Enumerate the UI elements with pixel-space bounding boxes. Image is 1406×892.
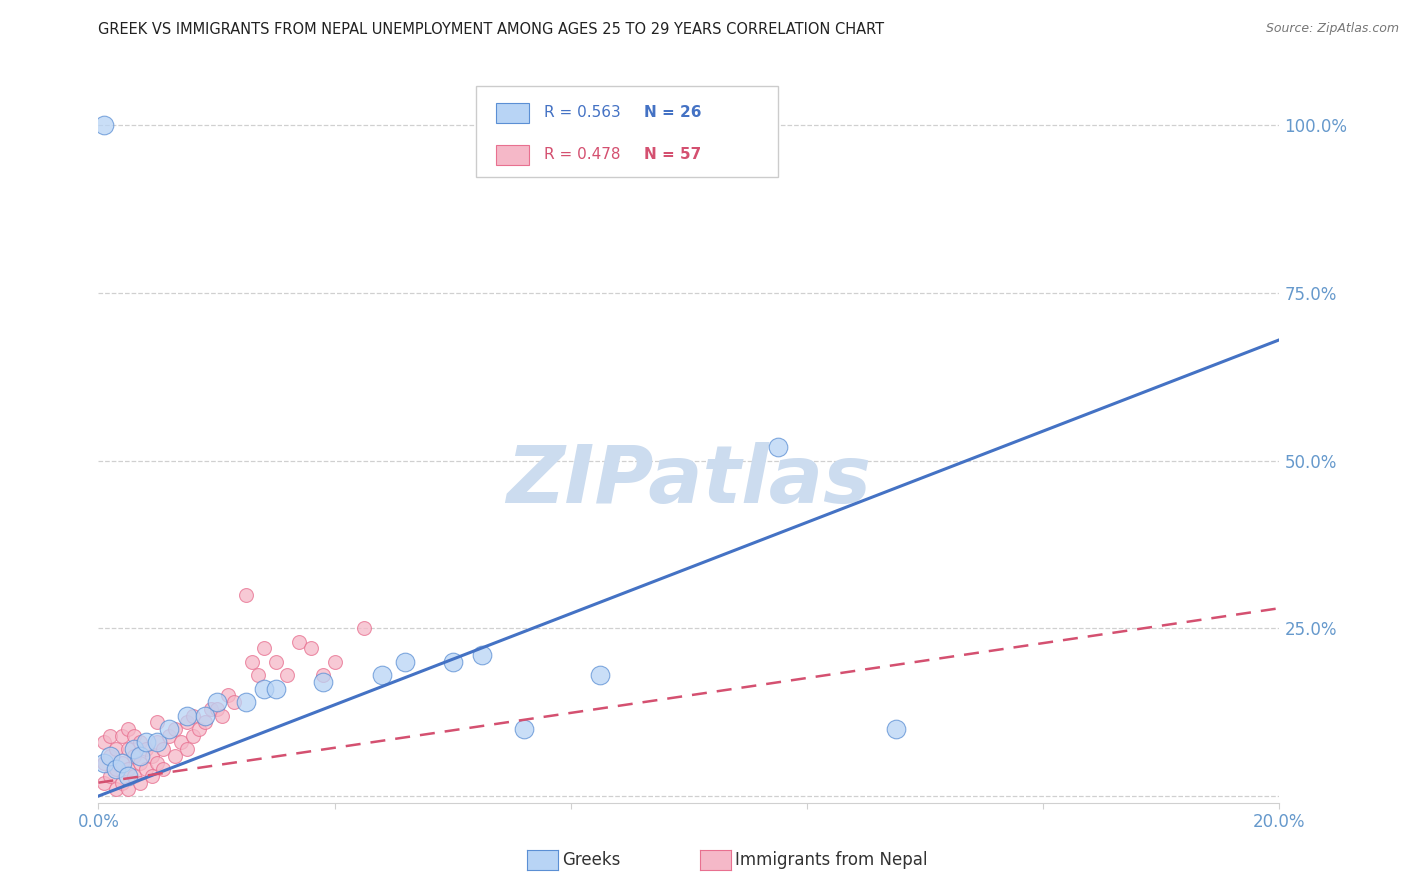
Point xyxy=(299,641,322,656)
Point xyxy=(235,695,257,709)
Point xyxy=(98,748,121,763)
Point xyxy=(111,775,134,789)
Point xyxy=(353,621,375,635)
Point xyxy=(117,742,139,756)
Point xyxy=(146,756,169,770)
Point xyxy=(117,762,139,776)
Point xyxy=(194,715,217,730)
Point xyxy=(128,756,150,770)
Text: Greeks: Greeks xyxy=(562,851,621,869)
Point xyxy=(141,769,163,783)
Point xyxy=(884,722,907,736)
Point xyxy=(441,655,464,669)
Point xyxy=(111,756,134,770)
Point xyxy=(264,681,287,696)
Point xyxy=(105,742,128,756)
Point xyxy=(128,735,150,749)
Point xyxy=(264,655,287,669)
Point xyxy=(93,756,115,770)
Point xyxy=(176,715,198,730)
Point xyxy=(135,735,157,749)
Text: N = 57: N = 57 xyxy=(644,147,702,162)
Point xyxy=(152,742,174,756)
Point xyxy=(276,668,298,682)
FancyBboxPatch shape xyxy=(477,86,778,178)
Point xyxy=(105,762,128,776)
Text: N = 26: N = 26 xyxy=(644,105,702,120)
Point xyxy=(105,782,128,797)
Point xyxy=(122,742,145,756)
Point xyxy=(240,655,263,669)
Point xyxy=(200,702,222,716)
Point xyxy=(146,735,169,749)
Point xyxy=(122,769,145,783)
Point xyxy=(135,762,157,776)
Text: Immigrants from Nepal: Immigrants from Nepal xyxy=(735,851,928,869)
FancyBboxPatch shape xyxy=(496,103,530,123)
Point xyxy=(146,735,169,749)
Point xyxy=(312,675,335,690)
Point xyxy=(170,735,193,749)
Text: R = 0.563: R = 0.563 xyxy=(544,105,620,120)
Point xyxy=(93,756,115,770)
Point xyxy=(122,748,145,763)
Point xyxy=(288,634,311,648)
Point xyxy=(117,782,139,797)
Point xyxy=(98,748,121,763)
Point xyxy=(589,668,612,682)
Point xyxy=(98,769,121,783)
Point xyxy=(371,668,394,682)
Text: R = 0.478: R = 0.478 xyxy=(544,147,620,162)
Point xyxy=(111,729,134,743)
Point xyxy=(157,722,180,736)
Point xyxy=(187,722,209,736)
Point xyxy=(246,668,269,682)
Point xyxy=(766,440,789,454)
Point xyxy=(194,708,217,723)
Point xyxy=(117,769,139,783)
Point xyxy=(93,735,115,749)
Point xyxy=(111,756,134,770)
Point xyxy=(128,748,150,763)
Point xyxy=(217,689,239,703)
Point xyxy=(471,648,494,662)
Text: ZIPatlas: ZIPatlas xyxy=(506,442,872,520)
FancyBboxPatch shape xyxy=(496,145,530,165)
Point xyxy=(394,655,416,669)
Point xyxy=(165,748,187,763)
Point xyxy=(117,722,139,736)
Point xyxy=(323,655,346,669)
Point xyxy=(205,695,228,709)
Point xyxy=(128,775,150,789)
Point xyxy=(165,722,187,736)
Point xyxy=(157,729,180,743)
Point xyxy=(146,715,169,730)
Point xyxy=(176,708,198,723)
Point xyxy=(135,742,157,756)
Text: GREEK VS IMMIGRANTS FROM NEPAL UNEMPLOYMENT AMONG AGES 25 TO 29 YEARS CORRELATIO: GREEK VS IMMIGRANTS FROM NEPAL UNEMPLOYM… xyxy=(98,22,884,37)
Point xyxy=(312,668,335,682)
Point xyxy=(141,748,163,763)
Point xyxy=(181,708,204,723)
Point xyxy=(211,708,233,723)
Text: Source: ZipAtlas.com: Source: ZipAtlas.com xyxy=(1265,22,1399,36)
Point xyxy=(181,729,204,743)
Point xyxy=(512,722,534,736)
Point xyxy=(253,641,276,656)
Point xyxy=(93,118,115,132)
Point xyxy=(253,681,276,696)
Point xyxy=(98,729,121,743)
Point xyxy=(176,742,198,756)
Point xyxy=(152,762,174,776)
Point xyxy=(93,775,115,789)
Point xyxy=(205,702,228,716)
Point xyxy=(224,695,246,709)
Point xyxy=(105,762,128,776)
Point xyxy=(235,588,257,602)
Point xyxy=(122,729,145,743)
